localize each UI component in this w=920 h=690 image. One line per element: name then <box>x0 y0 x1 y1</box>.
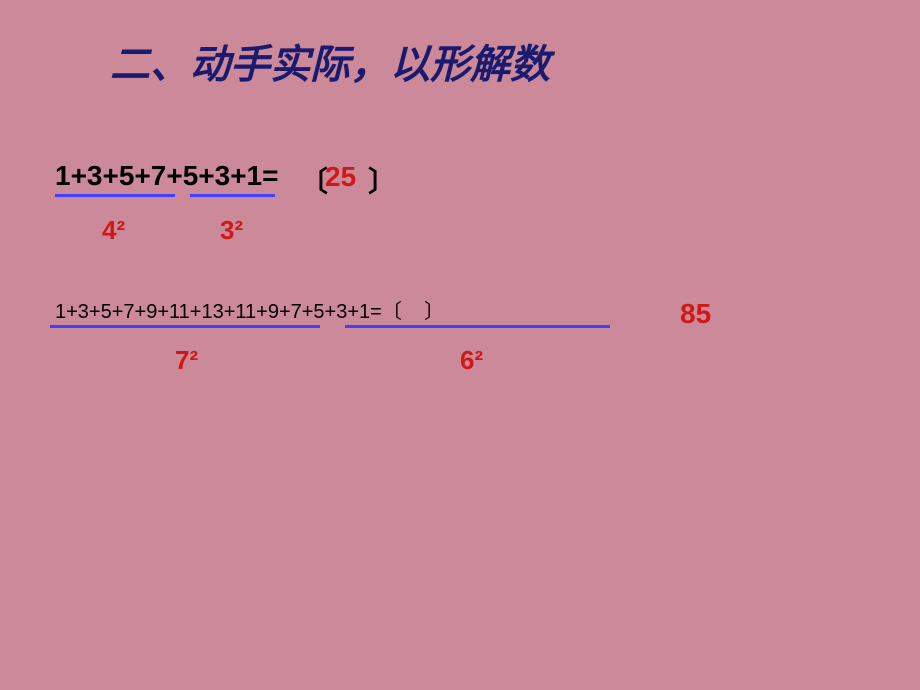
underline-part-1b <box>190 194 275 197</box>
equation-1-paren-open: 〔 <box>300 160 328 200</box>
equation-2-paren-open: 〔 <box>382 301 402 323</box>
section-title: 二、动手实际，以形解数 <box>110 32 550 90</box>
underline-part-1a <box>55 194 175 197</box>
equation-1-text: 1+3+5+7+5+3+1= <box>55 160 278 191</box>
equation-1-answer: 25 <box>325 161 356 193</box>
label-7-squared: 7² <box>175 345 198 376</box>
equation-2-text: 1+3+5+7+9+11+13+11+9+7+5+3+1=〔 〕 <box>55 301 444 323</box>
label-6-squared: 6² <box>460 345 483 376</box>
equation-2-answer: 85 <box>680 298 711 330</box>
equation-1-paren-close: 〕 <box>368 160 396 200</box>
equation-2-paren-close: 〕 <box>424 301 444 323</box>
label-4-squared: 4² <box>102 215 125 246</box>
underline-part-2a <box>50 325 320 328</box>
problem-2-expression: 1+3+5+7+9+11+13+11+9+7+5+3+1=〔 〕 <box>55 295 444 324</box>
label-3-squared: 3² <box>220 215 243 246</box>
underline-part-2b <box>345 325 610 328</box>
problem-1-expression: 1+3+5+7+5+3+1= <box>55 160 278 192</box>
equation-2-nums: 1+3+5+7+9+11+13+11+9+7+5+3+1= <box>55 301 382 323</box>
